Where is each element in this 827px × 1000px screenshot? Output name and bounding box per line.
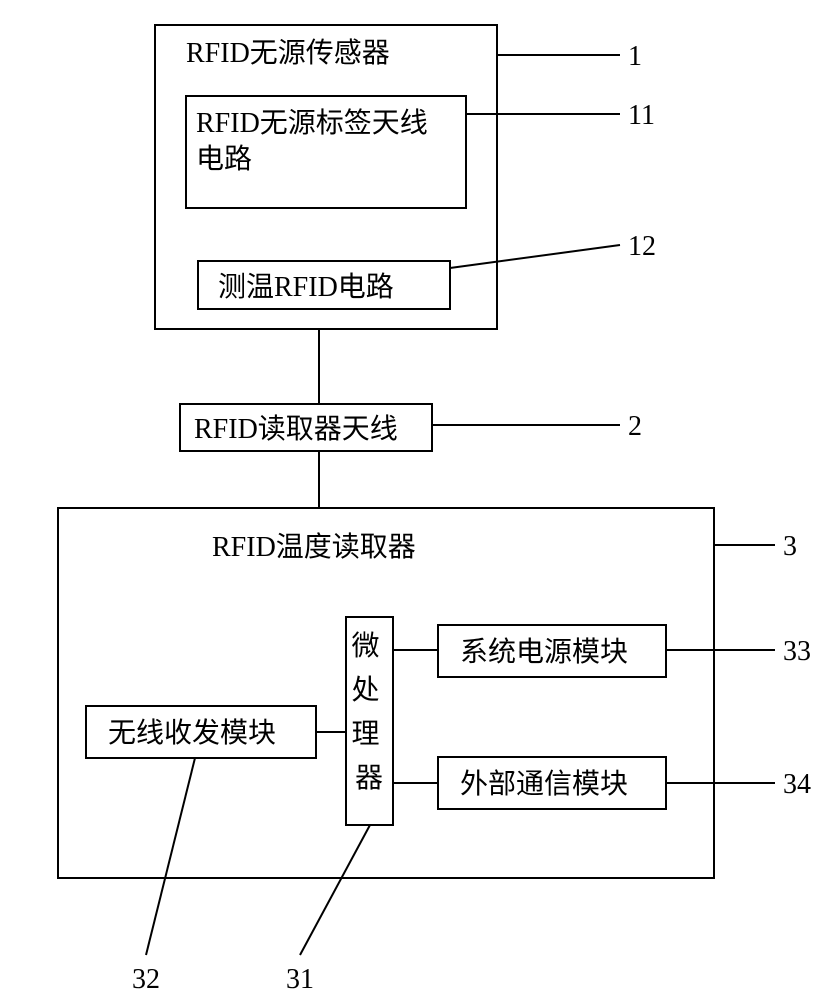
ref-leader-33: 33	[666, 636, 811, 667]
svg-text:12: 12	[628, 231, 656, 262]
temp-reader-label: RFID温度读取器	[212, 531, 416, 563]
wireless-trx-label: 无线收发模块	[108, 717, 276, 749]
svg-text:2: 2	[628, 411, 642, 442]
ref-leader-12: 12	[450, 231, 656, 276]
reader-antenna-label: RFID读取器天线	[194, 413, 398, 445]
temp-rfid-label: 测温RFID电路	[218, 271, 394, 303]
ref-leader-11: 11	[466, 100, 655, 131]
svg-text:11: 11	[628, 100, 655, 131]
svg-text:31: 31	[286, 964, 314, 995]
ref-leader-31: 31	[286, 825, 370, 995]
svg-text:3: 3	[783, 531, 797, 562]
ref-leader-2: 2	[432, 411, 642, 442]
svg-text:33: 33	[783, 636, 811, 667]
ext-comm-label: 外部通信模块	[460, 768, 628, 800]
ref-leader-34: 34	[666, 769, 811, 800]
tag-antenna-label-1: RFID无源标签天线	[196, 107, 428, 139]
ref-leader-32: 32	[132, 758, 195, 995]
mcu-label: 微 处 理 器	[351, 630, 386, 794]
power-module-label: 系统电源模块	[460, 636, 628, 668]
tag-antenna-label-2: 电路	[196, 143, 252, 175]
ref-leader-1: 1	[497, 41, 642, 72]
sensor-label: RFID无源传感器	[186, 37, 390, 69]
svg-text:1: 1	[628, 41, 642, 72]
ref-leader-3: 3	[714, 531, 797, 562]
svg-text:34: 34	[783, 769, 811, 800]
svg-text:32: 32	[132, 964, 160, 995]
